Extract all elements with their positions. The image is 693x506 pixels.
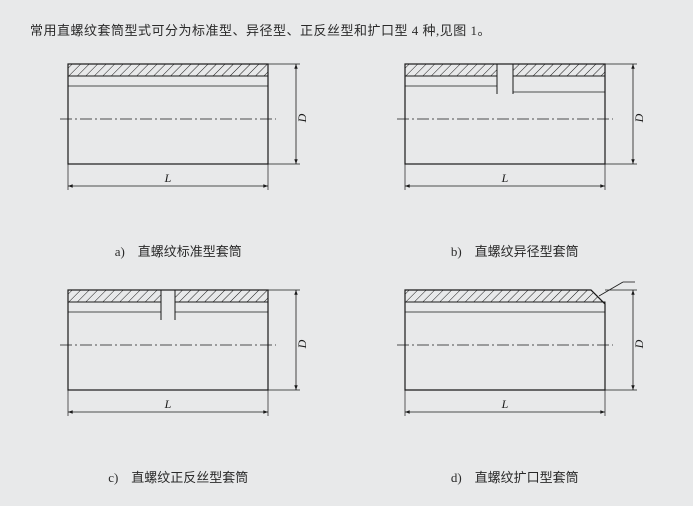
diagram-b: LD	[385, 54, 645, 229]
caption-letter: c)	[108, 470, 118, 485]
figure-b: LD b) 直螺纹异径型套筒	[367, 54, 664, 260]
caption-c: c) 直螺纹正反丝型套筒	[108, 467, 248, 486]
figure-grid: LD a) 直螺纹标准型套筒 LD b) 直螺纹异径型套筒 LD c) 直螺纹正…	[30, 54, 663, 486]
diagram-a: LD	[48, 54, 308, 229]
caption-a: a) 直螺纹标准型套筒	[115, 241, 242, 260]
svg-text:1: 1	[627, 280, 633, 281]
svg-text:D: D	[295, 113, 308, 123]
svg-text:D: D	[632, 339, 645, 349]
svg-text:D: D	[295, 339, 308, 349]
intro-text: 常用直螺纹套筒型式可分为标准型、异径型、正反丝型和扩口型 4 种,见图 1。	[30, 20, 663, 39]
caption-text: 直螺纹正反丝型套筒	[131, 470, 248, 485]
caption-text: 直螺纹标准型套筒	[138, 244, 242, 259]
caption-letter: a)	[115, 244, 125, 259]
figure-d: 1 L D d) 直螺纹扩口型套筒	[367, 280, 664, 486]
diagram-c: LD	[48, 280, 308, 455]
caption-b: b) 直螺纹异径型套筒	[451, 241, 579, 260]
svg-text:L: L	[500, 397, 508, 411]
svg-text:L: L	[500, 171, 508, 185]
caption-letter: d)	[451, 470, 462, 485]
caption-letter: b)	[451, 244, 462, 259]
svg-text:D: D	[632, 113, 645, 123]
caption-text: 直螺纹异径型套筒	[475, 244, 579, 259]
svg-text:L: L	[164, 397, 172, 411]
diagram-d: 1 L D	[385, 280, 645, 455]
caption-d: d) 直螺纹扩口型套筒	[451, 467, 579, 486]
caption-text: 直螺纹扩口型套筒	[475, 470, 579, 485]
figure-c: LD c) 直螺纹正反丝型套筒	[30, 280, 327, 486]
figure-a: LD a) 直螺纹标准型套筒	[30, 54, 327, 260]
svg-text:L: L	[164, 171, 172, 185]
